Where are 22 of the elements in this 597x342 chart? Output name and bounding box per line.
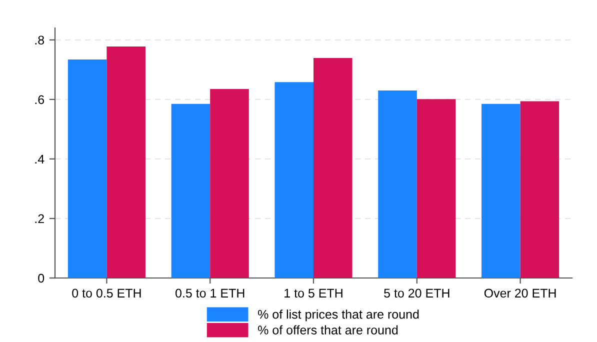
- bar: [482, 104, 520, 278]
- x-tick-label: 1 to 5 ETH: [284, 288, 342, 298]
- legend-label: % of list prices that are round: [258, 310, 419, 322]
- x-tick-label: 0 to 0.5 ETH: [72, 288, 141, 298]
- bar: [68, 60, 107, 278]
- y-tick-label: 0: [38, 274, 44, 283]
- bar: [171, 104, 210, 278]
- bar: [314, 58, 352, 278]
- bar: [274, 82, 314, 278]
- bar: [520, 101, 560, 278]
- x-tick-label: Over 20 ETH: [484, 288, 556, 298]
- y-tick-label: .6: [35, 95, 44, 104]
- legend-label: % of offers that are round: [258, 325, 398, 334]
- bar: [210, 89, 249, 278]
- bar: [378, 90, 417, 278]
- x-tick-label: 5 to 20 ETH: [384, 288, 450, 298]
- x-tick-label: 0.5 to 1 ETH: [176, 288, 244, 298]
- y-tick-label: .8: [35, 36, 44, 45]
- bar: [416, 99, 456, 278]
- y-tick-label: .2: [35, 214, 44, 224]
- y-tick-label: .4: [35, 154, 44, 164]
- bar: [106, 46, 146, 278]
